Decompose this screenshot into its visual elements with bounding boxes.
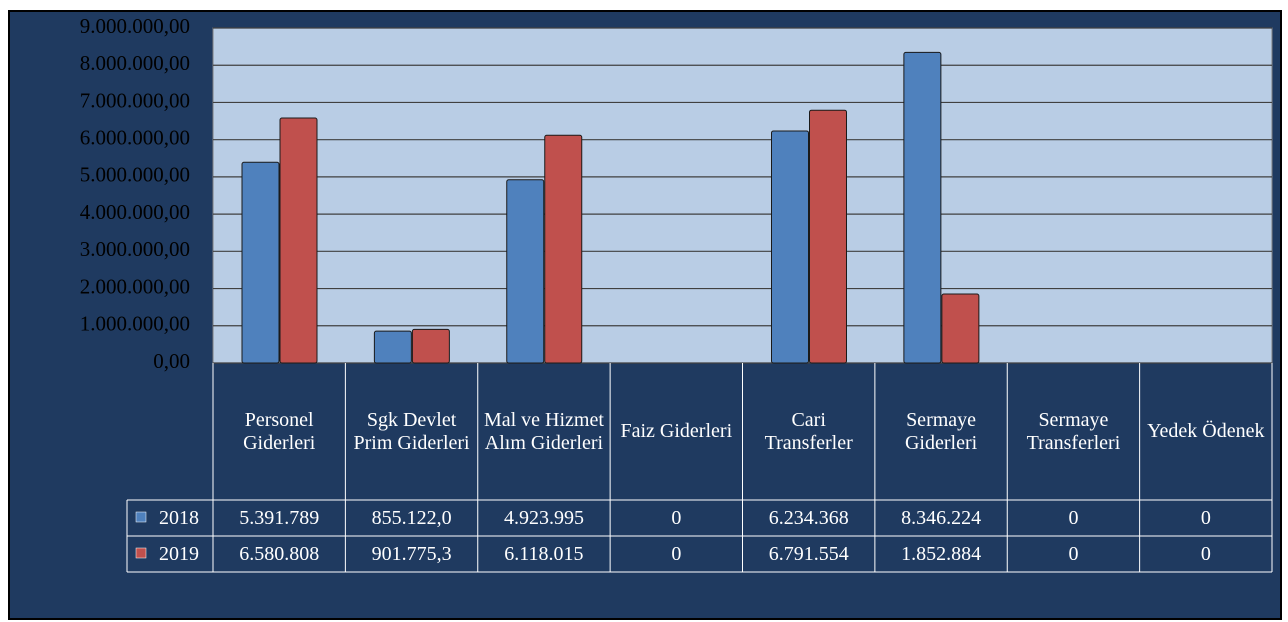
x-tick-label: Personel Giderleri xyxy=(243,408,316,454)
y-tick-label: 7.000.000,00 xyxy=(80,88,190,112)
legend-label: 2019 xyxy=(159,542,199,565)
plot-area xyxy=(212,27,1273,364)
data-table-value: 4.923.995 xyxy=(503,506,584,529)
data-table-value: 0 xyxy=(1068,506,1079,529)
data-table-value: 6.791.554 xyxy=(768,542,849,565)
y-tick-label: 0,00 xyxy=(153,349,190,373)
bar xyxy=(241,161,280,364)
x-tick-label: Sermaye Transferleri xyxy=(1026,408,1121,454)
data-table-value: 6.580.808 xyxy=(239,542,320,565)
legend-label: 2018 xyxy=(159,506,199,529)
bar xyxy=(903,51,942,364)
x-tick-label: Cari Transferler xyxy=(764,408,853,454)
data-table-value: 0 xyxy=(671,542,682,565)
y-tick-label: 8.000.000,00 xyxy=(80,51,190,75)
x-tick-label: Yedek Ödenek xyxy=(1147,420,1265,442)
y-tick-label: 2.000.000,00 xyxy=(80,274,190,298)
bar xyxy=(373,330,412,364)
y-tick-label: 5.000.000,00 xyxy=(80,163,190,187)
bar xyxy=(506,179,545,364)
data-table-value: 6.234.368 xyxy=(768,506,849,529)
x-tick-label: Faiz Giderleri xyxy=(620,420,733,442)
y-tick-label: 1.000.000,00 xyxy=(80,312,190,336)
x-tick-label: Sgk Devlet Prim Giderleri xyxy=(353,408,470,454)
data-table-value: 0 xyxy=(671,506,682,529)
bar xyxy=(809,109,847,364)
y-tick-label: 9.000.000,00 xyxy=(80,14,190,38)
data-table-value: 0 xyxy=(1200,542,1211,565)
y-tick-label: 4.000.000,00 xyxy=(80,200,190,224)
bar xyxy=(771,130,809,364)
bar xyxy=(941,293,980,364)
legend-marker xyxy=(135,511,147,523)
bar xyxy=(411,328,450,364)
x-tick-label: Sermaye Giderleri xyxy=(904,408,978,454)
data-table-value: 0 xyxy=(1068,542,1079,565)
data-table-value: 5.391.789 xyxy=(239,506,320,529)
data-table-value: 6.118.015 xyxy=(504,542,584,565)
data-table-value: 855.122,0 xyxy=(371,506,452,529)
bar xyxy=(544,134,583,364)
bar xyxy=(279,117,318,364)
data-table-value: 1.852.884 xyxy=(901,542,982,565)
data-table-value: 901.775,3 xyxy=(371,542,452,565)
legend-marker xyxy=(135,547,147,559)
x-tick-label: Mal ve Hizmet Alım Giderleri xyxy=(483,408,604,454)
data-table-value: 8.346.224 xyxy=(901,506,982,529)
y-tick-label: 6.000.000,00 xyxy=(80,125,190,149)
data-table-value: 0 xyxy=(1200,506,1211,529)
y-tick-label: 3.000.000,00 xyxy=(80,237,190,261)
